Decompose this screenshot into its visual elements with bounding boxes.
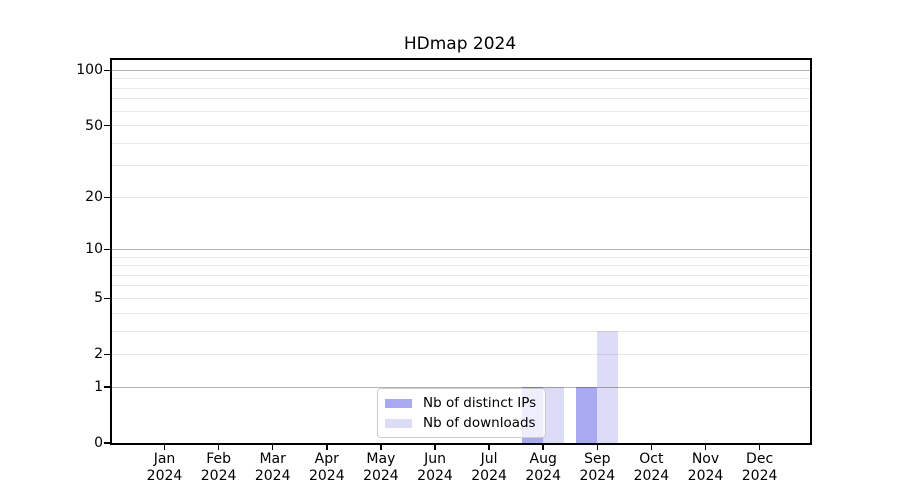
x-tick-mark (380, 445, 382, 450)
x-tick-mark (650, 445, 653, 450)
x-tick-label: Jul 2024 (471, 451, 507, 484)
x-tick-label: Apr 2024 (308, 451, 345, 484)
minor-gridline (112, 330, 810, 332)
minor-gridline (112, 98, 810, 100)
x-tick-mark (326, 445, 328, 450)
x-tick-mark (542, 445, 544, 450)
y-tick-label: 2 (94, 346, 103, 363)
x-tick-mark (163, 445, 166, 450)
minor-gridline (112, 87, 810, 89)
minor-gridline (112, 125, 810, 127)
minor-gridline (112, 142, 810, 144)
bar-layer (112, 60, 810, 443)
legend: Nb of distinct IPs Nb of downloads (377, 388, 547, 438)
y-tick-mark (104, 124, 110, 127)
y-tick-label: 10 (85, 241, 103, 258)
plot-area: Nb of distinct IPs Nb of downloads (110, 58, 812, 445)
y-tick-mark (104, 69, 110, 72)
bar-downloads (543, 387, 565, 443)
legend-swatch-downloads (385, 418, 412, 428)
minor-gridline (112, 165, 810, 167)
legend-swatch-distinct-ips (385, 398, 412, 408)
x-tick-mark (217, 445, 220, 450)
x-tick-mark (488, 445, 490, 450)
y-tick-mark (104, 386, 110, 388)
y-tick-mark (104, 442, 110, 444)
legend-item-downloads: Nb of downloads (385, 413, 536, 433)
x-tick-mark (758, 445, 761, 450)
major-gridline (112, 69, 810, 71)
minor-gridline (112, 196, 810, 198)
x-tick-label: Dec 2024 (741, 451, 778, 484)
minor-gridline (112, 78, 810, 80)
x-tick-label: Oct 2024 (633, 451, 670, 484)
x-tick-label: Feb 2024 (200, 451, 237, 484)
x-tick-label: Jan 2024 (146, 451, 183, 484)
bar-distinct-ips (576, 387, 598, 443)
minor-gridline (112, 312, 810, 314)
minor-gridline (112, 256, 810, 258)
y-tick-label: 1 (94, 379, 103, 396)
x-tick-mark (271, 445, 274, 450)
legend-label-downloads: Nb of downloads (423, 415, 536, 431)
x-tick-label: May 2024 (363, 451, 399, 484)
y-tick-label: 5 (94, 290, 103, 307)
x-tick-label: Jun 2024 (417, 451, 453, 484)
legend-item-distinct-ips: Nb of distinct IPs (385, 393, 536, 413)
x-tick-mark (596, 445, 599, 450)
y-tick-mark (104, 297, 110, 300)
x-tick-label: Sep 2024 (579, 451, 616, 484)
y-tick-label: 0 (94, 435, 103, 451)
x-tick-mark (704, 445, 707, 450)
minor-gridline (112, 110, 810, 112)
minor-gridline (112, 353, 810, 355)
y-tick-mark (104, 196, 110, 198)
bar-downloads (597, 331, 619, 443)
legend-label-distinct-ips: Nb of distinct IPs (423, 395, 537, 411)
y-tick-mark (104, 248, 110, 251)
x-tick-label: Aug 2024 (525, 451, 561, 484)
x-tick-mark (434, 445, 436, 450)
x-tick-label: Mar 2024 (254, 451, 291, 484)
minor-gridline (112, 285, 810, 287)
x-tick-label: Nov 2024 (687, 451, 724, 484)
y-tick-label: 100 (76, 62, 103, 79)
minor-gridline (112, 297, 810, 299)
grid-layer (112, 60, 810, 443)
y-tick-label: 20 (85, 189, 103, 206)
minor-gridline (112, 265, 810, 267)
major-gridline (112, 248, 810, 250)
minor-gridline (112, 274, 810, 276)
chart-title: HDmap 2024 (403, 34, 517, 54)
y-tick-label: 50 (85, 117, 103, 134)
y-tick-mark (104, 353, 110, 356)
major-gridline (112, 386, 810, 388)
